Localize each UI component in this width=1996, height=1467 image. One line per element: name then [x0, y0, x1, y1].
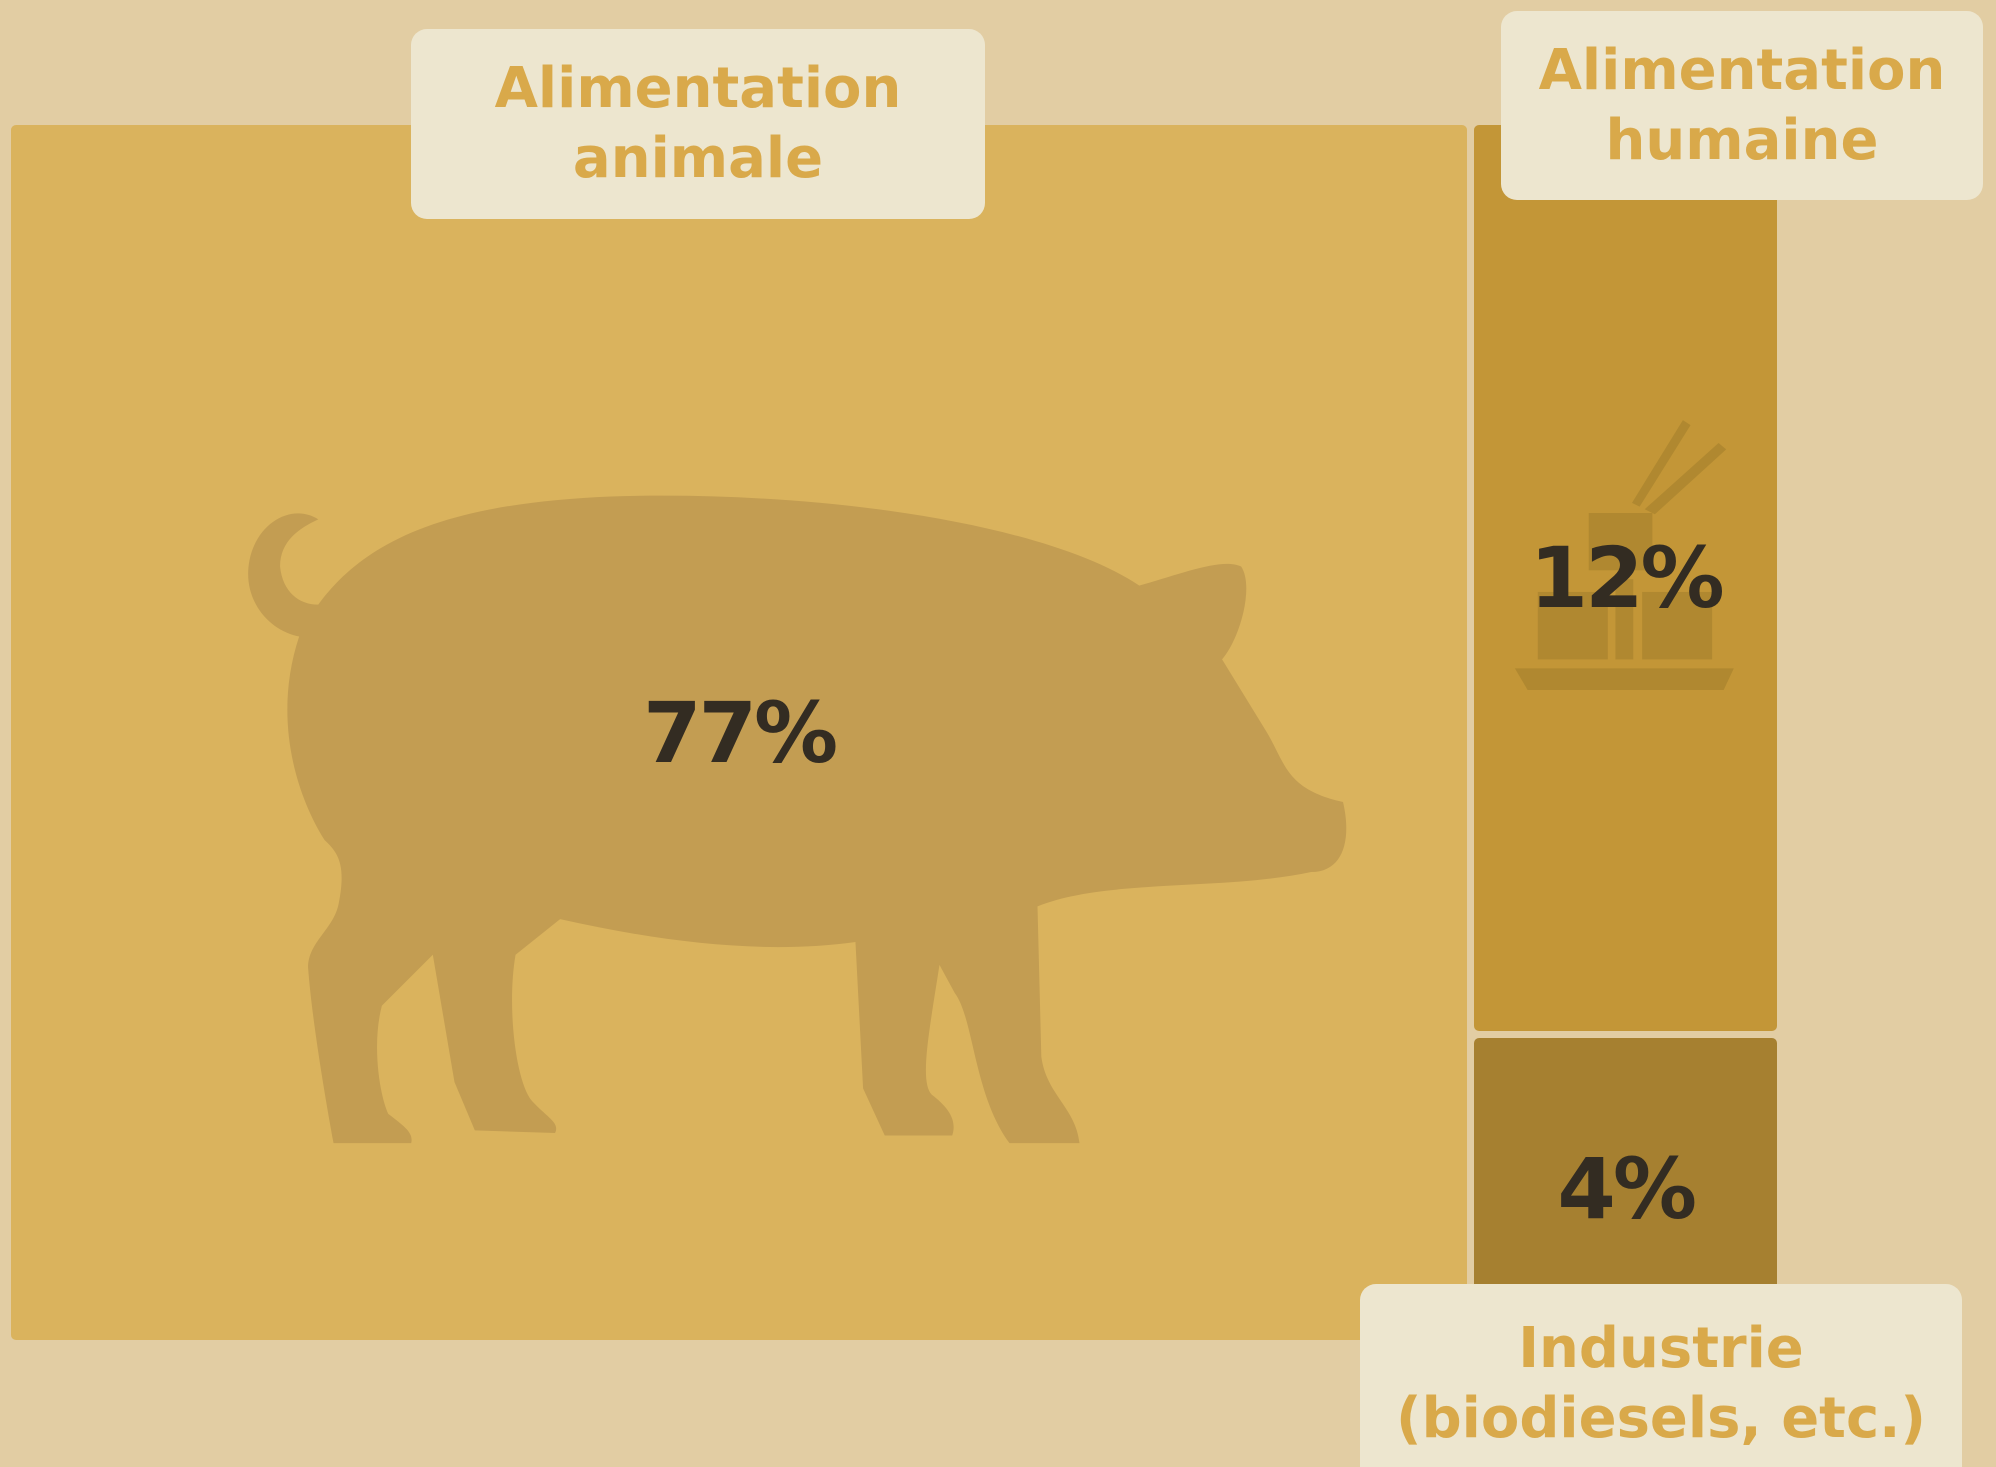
chart: 77% Alimentation animale 12% Alimentation h…: [0, 0, 1996, 1467]
value-label: 77%: [643, 684, 835, 782]
value-label: 12%: [1530, 529, 1722, 627]
category-label: Alimentation animale: [411, 29, 985, 219]
category-label: Industrie (biodiesels, etc.): [1360, 1284, 1962, 1467]
category-label: Alimentation humaine: [1501, 11, 1983, 200]
value-label: 4%: [1557, 1140, 1694, 1238]
